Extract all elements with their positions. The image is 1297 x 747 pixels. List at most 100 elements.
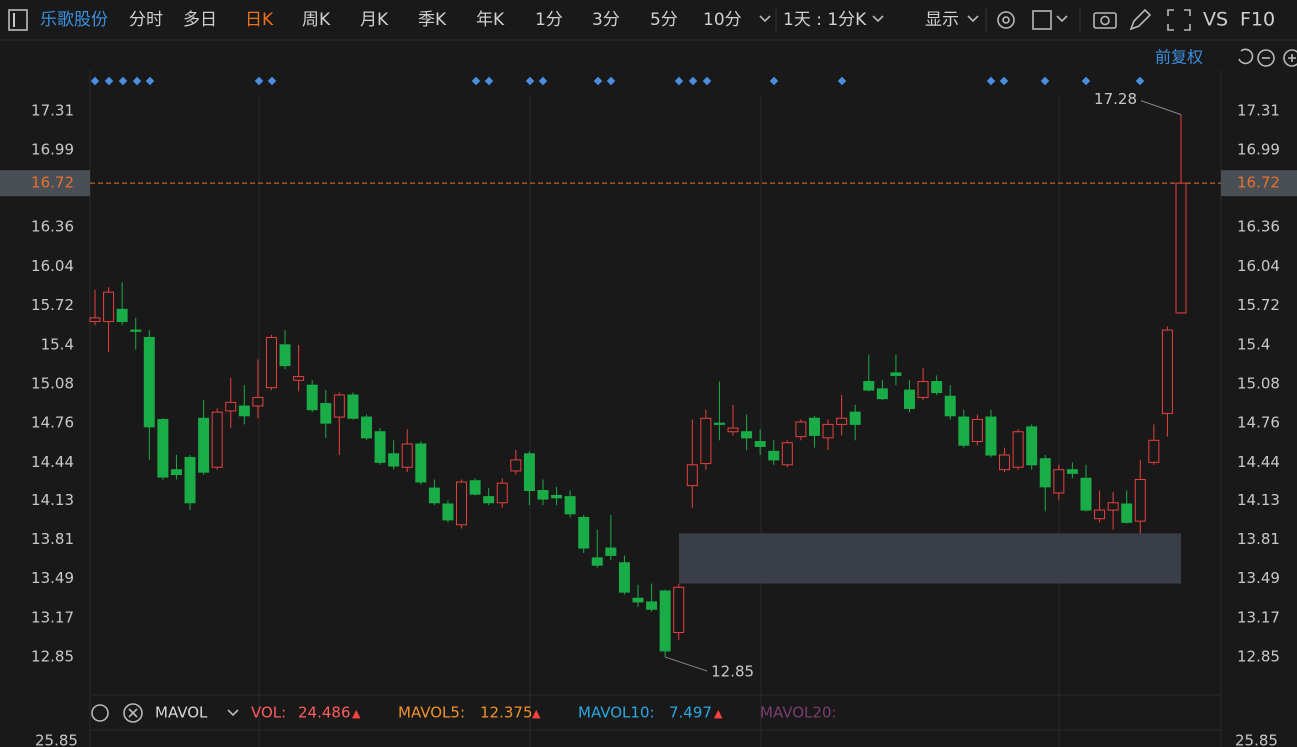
period-tab[interactable]: 季K <box>418 10 447 30</box>
candle-body <box>1161 329 1173 414</box>
candle-body <box>1134 478 1146 522</box>
panel-settings[interactable] <box>91 704 109 722</box>
period-tab[interactable]: 日K <box>245 10 274 30</box>
fullscreen-icon[interactable] <box>1167 9 1191 31</box>
indicator-label: MAVOL10: <box>578 704 655 722</box>
candle-body <box>198 417 210 473</box>
candle-body <box>89 317 101 323</box>
y-tick-label: 17.31 <box>1237 101 1280 119</box>
zoom-in-cross <box>1288 54 1296 62</box>
layout-arrow[interactable] <box>1056 15 1068 23</box>
camera-lens <box>1100 15 1110 26</box>
indicator-value: 7.497 <box>669 704 712 722</box>
period-tab[interactable]: 1分 <box>535 10 563 30</box>
stock-name[interactable]: 乐歌股份 <box>40 10 108 30</box>
candle-body <box>1053 469 1065 494</box>
candle-body <box>646 601 658 610</box>
event-marker[interactable] <box>145 76 155 86</box>
period-tab[interactable]: 5分 <box>650 10 678 30</box>
draw-icon[interactable] <box>1129 8 1152 31</box>
y-tick-label: 16.36 <box>31 218 74 236</box>
candle-body <box>388 453 400 467</box>
settings-icon[interactable] <box>997 11 1015 29</box>
candle-body <box>904 389 915 409</box>
candle-body <box>523 453 535 492</box>
period-tab[interactable]: 多日 <box>183 10 217 30</box>
reset-icon[interactable] <box>1238 48 1254 65</box>
period-tab[interactable]: 10分 <box>703 10 742 30</box>
candle-body <box>768 450 780 461</box>
candle-body <box>265 336 277 389</box>
candle-body <box>143 336 155 428</box>
more-arrow[interactable] <box>759 15 771 23</box>
candle-body <box>618 562 630 593</box>
candle-body <box>456 481 468 526</box>
high-leader <box>1140 100 1182 116</box>
y-tick-label: 15.4 <box>1237 335 1270 353</box>
display-arrow[interactable] <box>967 15 979 23</box>
camera-icon[interactable] <box>1093 12 1117 29</box>
candle-body <box>374 431 386 463</box>
candle-body <box>1148 439 1160 463</box>
period-arrow[interactable] <box>872 15 884 23</box>
sidebar-toggle[interactable] <box>8 9 28 31</box>
period-tab[interactable]: 周K <box>302 10 331 30</box>
zoom-in[interactable] <box>1283 49 1297 67</box>
candle-body <box>686 464 698 487</box>
candle-body <box>1175 182 1187 314</box>
last-price-box <box>1221 170 1297 197</box>
candle-body <box>211 411 223 468</box>
panel-close-x <box>128 708 138 718</box>
candle-body <box>428 487 440 504</box>
candle-body <box>754 441 766 447</box>
y-tick-label: 13.17 <box>1237 608 1280 626</box>
y-tick-label: 14.13 <box>31 491 74 509</box>
event-marker[interactable] <box>118 76 128 86</box>
candle-body <box>347 394 359 419</box>
period-tab[interactable]: 年K <box>476 10 505 30</box>
event-marker[interactable] <box>90 76 100 86</box>
panel-close[interactable] <box>123 703 143 723</box>
y-tick-label: 16.99 <box>31 141 74 159</box>
candle-body <box>510 459 522 472</box>
event-marker[interactable] <box>484 76 494 86</box>
period-tab[interactable]: 3分 <box>592 10 620 30</box>
indicator-trend: ▲ <box>714 707 723 720</box>
event-marker[interactable] <box>471 76 481 86</box>
y-tick-label: 13.49 <box>31 569 74 587</box>
candle-body <box>496 482 508 504</box>
y-tick-label: 15.72 <box>31 296 74 314</box>
vs-button[interactable]: VS <box>1203 9 1228 31</box>
volume-axis-label: 25.85 <box>35 732 78 747</box>
event-marker[interactable] <box>254 76 264 86</box>
period-select[interactable]: 1天 : 1分K <box>783 10 867 30</box>
candle-body <box>781 442 793 466</box>
event-marker[interactable] <box>132 76 142 86</box>
adjust-mode[interactable]: 前复权 <box>1155 48 1203 67</box>
indicator-name[interactable]: MAVOL <box>155 704 208 722</box>
candle-body <box>157 418 169 478</box>
indicator-arrow[interactable] <box>227 709 239 717</box>
period-tab[interactable]: 月K <box>360 10 389 30</box>
event-marker[interactable] <box>267 76 277 86</box>
layout-icon[interactable] <box>1032 10 1052 30</box>
candle-body <box>279 344 291 367</box>
y-tick-label: 15.08 <box>1237 374 1280 392</box>
candle-body <box>673 586 685 634</box>
f10-button[interactable]: F10 <box>1240 9 1275 31</box>
y-tick-label: 14.44 <box>1237 453 1280 471</box>
candle-body <box>999 454 1011 471</box>
y-tick-label: 13.17 <box>31 608 74 626</box>
indicator-label: MAVOL5: <box>398 704 465 722</box>
event-marker[interactable] <box>104 76 114 86</box>
candle-body <box>917 381 929 398</box>
period-tab[interactable]: 分时 <box>129 10 163 30</box>
candle-body <box>578 516 590 549</box>
candle-body <box>795 421 807 438</box>
y-tick-label: 16.04 <box>31 257 74 275</box>
y-tick-label: 12.85 <box>1237 648 1280 666</box>
zoom-out[interactable] <box>1257 49 1275 67</box>
display-menu[interactable]: 显示 <box>925 10 959 30</box>
candle-body <box>659 590 671 652</box>
